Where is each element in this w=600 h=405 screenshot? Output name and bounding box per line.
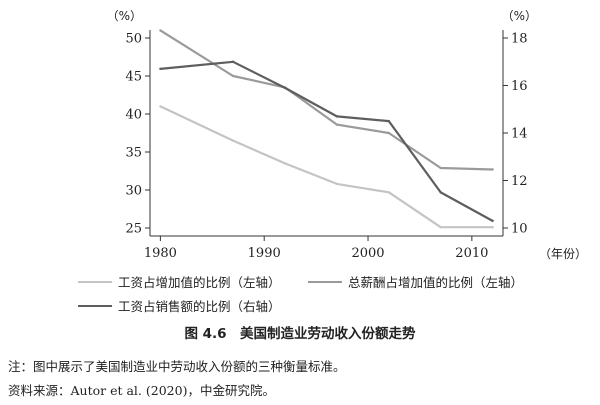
source-tail: ，中金研究院。	[187, 383, 275, 398]
legend-swatch	[78, 280, 112, 283]
data-point	[491, 226, 494, 229]
data-point	[159, 29, 162, 32]
left-tick-label: 40	[125, 108, 142, 123]
legend-item-wages-sales: 工资占销售额的比例（右轴）	[78, 296, 281, 315]
left-tick-label: 30	[125, 184, 142, 199]
x-tick-label: 2000	[351, 246, 384, 261]
legend-item-wages-value-added: 工资占增加值的比例（左轴）	[78, 272, 281, 291]
x-tick-label: 1980	[144, 246, 177, 261]
data-point	[231, 60, 235, 63]
right-tick-label: 16	[511, 79, 528, 94]
right-tick-label: 18	[511, 32, 528, 47]
left-axis-unit: （%）	[107, 9, 142, 23]
right-tick-label: 14	[511, 127, 528, 142]
legend-item-compensation-value-added: 总薪酬占增加值的比例（左轴）	[308, 272, 523, 291]
data-point	[335, 182, 339, 186]
left-tick-label: 35	[125, 146, 142, 161]
data-point	[387, 191, 390, 194]
right-tick-label: 12	[511, 174, 528, 189]
figure-note: 注：图中展示了美国制造业中劳动收入份额的三种衡量标准。	[8, 359, 346, 374]
legend-swatch	[78, 304, 112, 307]
legend-label: 工资占增加值的比例（左轴）	[118, 275, 281, 290]
source-reference: Autor et al. (2020)	[70, 383, 188, 398]
data-point	[491, 168, 494, 171]
data-point	[283, 162, 287, 165]
left-tick-label: 45	[125, 70, 142, 85]
figure-source: 资料来源：Autor et al. (2020)，中金研究院。	[8, 380, 275, 399]
data-point	[439, 191, 442, 194]
left-tick-label: 25	[125, 222, 142, 237]
series-line-0	[159, 105, 493, 229]
figure-caption: 图 4.6 美国制造业劳动收入份额走势	[184, 326, 416, 342]
data-point	[439, 166, 442, 170]
legend-swatch	[308, 280, 342, 283]
legend-label: 总薪酬占增加值的比例（左轴）	[348, 275, 524, 290]
chart-labels: 25 30 35 40 45 50 10 12 14 16 18 1980 1990 2000 2010 （%…	[107, 9, 587, 261]
line-chart: 25 30 35 40 45 50 10 12 14 16 18 1980 1990 2000 2010 （%…	[107, 9, 587, 261]
right-tick-label: 10	[511, 222, 528, 237]
data-point	[159, 67, 162, 71]
x-tick-label: 1990	[248, 246, 281, 261]
data-point	[231, 139, 235, 142]
data-point	[387, 119, 390, 123]
x-tick-label: 2010	[455, 246, 488, 261]
series-line-1	[159, 29, 493, 171]
legend-label: 工资占销售额的比例（右轴）	[118, 299, 281, 314]
data-point	[231, 74, 235, 78]
right-axis-unit: （%）	[502, 9, 537, 23]
chart-axes	[145, 30, 508, 241]
data-point	[335, 123, 339, 126]
source-label: 资料来源：	[8, 383, 71, 398]
series-line-2	[160, 60, 494, 222]
chart-lines	[159, 29, 494, 229]
x-axis-unit: （年份）	[539, 247, 587, 261]
data-point	[335, 115, 339, 118]
data-point	[159, 105, 162, 108]
data-point	[439, 226, 442, 229]
left-tick-label: 50	[125, 32, 142, 47]
data-point	[491, 219, 494, 223]
data-point	[387, 131, 390, 135]
data-point	[283, 86, 287, 90]
